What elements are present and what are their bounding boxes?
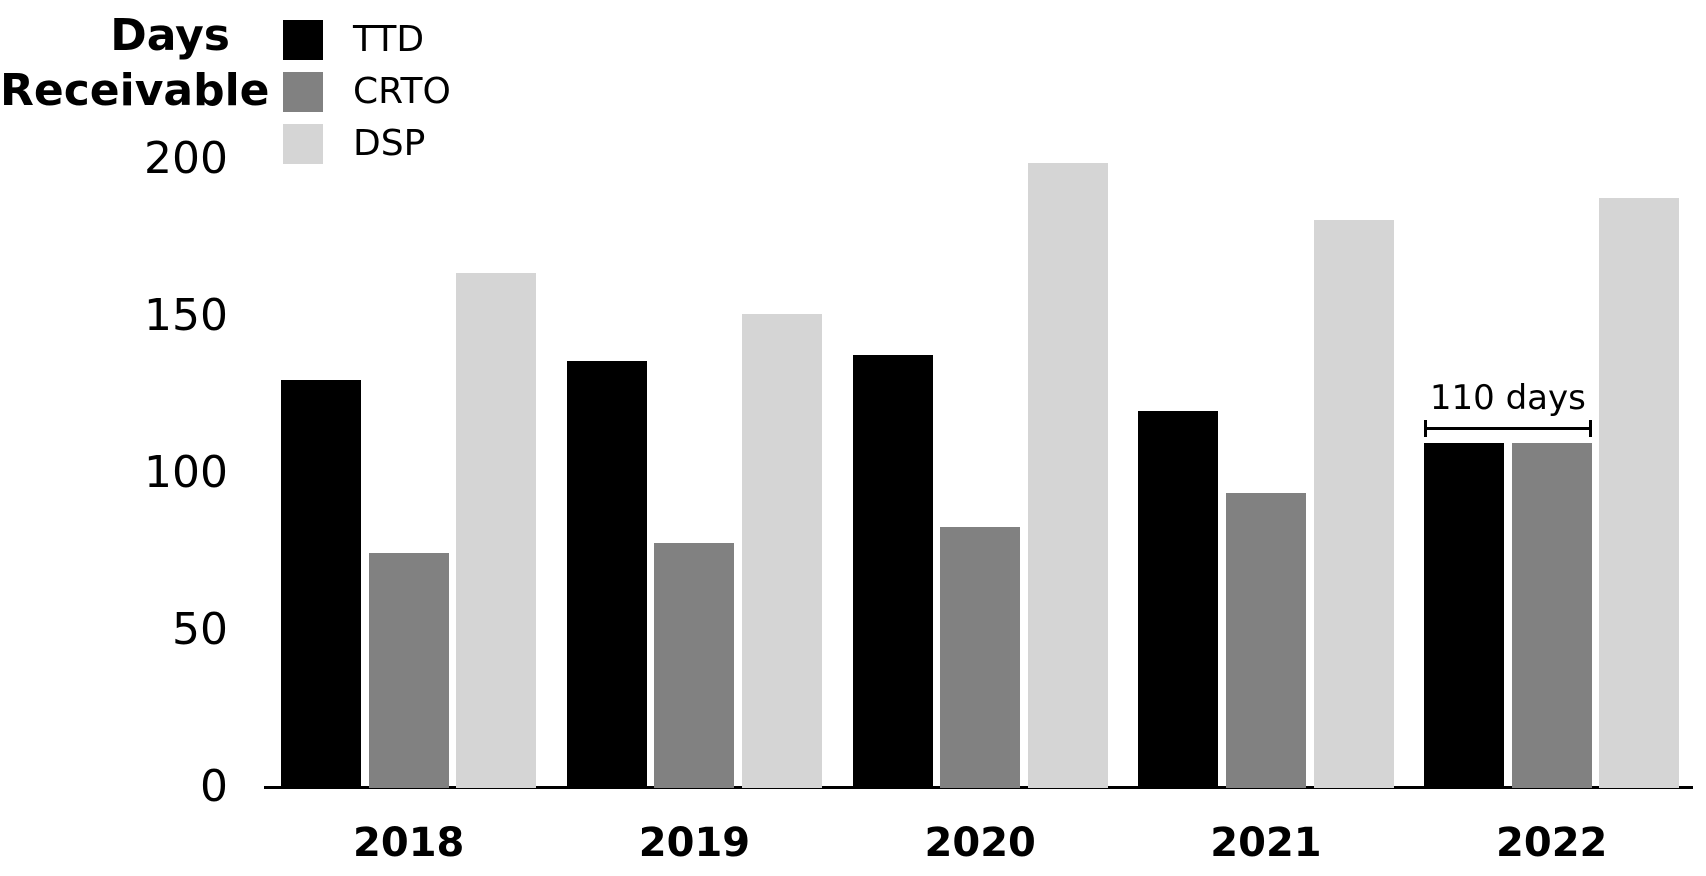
bar-dsp-2018 [456,273,537,788]
legend-item-crto: CRTO [283,72,451,112]
y-axis-title: Days Receivable [0,8,270,118]
bar-crto-2018 [368,552,449,788]
legend-swatch-dsp [283,124,323,164]
y-tick-label-200: 200 [144,133,228,185]
annotation-bracket-left-tick [1424,419,1427,437]
legend-swatch-ttd [283,20,323,60]
bar-dsp-2021 [1313,219,1394,788]
x-tick-label-2022: 2022 [1496,820,1608,866]
bar-ttd-2018 [281,379,361,788]
legend-swatch-crto [283,72,323,112]
y-axis-title-line-1: Days [110,10,230,61]
y-tick-label-50: 50 [172,604,228,656]
y-tick-label-100: 100 [144,447,228,499]
legend-label-crto: CRTO [353,71,451,112]
legend-item-ttd: TTD [283,20,424,60]
bar-dsp-2022 [1599,197,1680,788]
annotation-label: 110 days [1429,377,1586,418]
bar-ttd-2019 [566,360,647,788]
legend-label-dsp: DSP [353,123,426,164]
bar-crto-2021 [1225,492,1306,788]
x-tick-label-2019: 2019 [638,820,751,866]
bar-ttd-2022 [1424,442,1504,788]
bar-dsp-2020 [1027,163,1108,788]
x-tick-label-2020: 2020 [924,820,1036,866]
bar-ttd-2021 [1138,411,1219,788]
bar-crto-2022 [1511,442,1592,788]
legend-label-ttd: TTD [353,19,425,60]
bar-crto-2020 [940,527,1021,788]
y-tick-label-0: 0 [200,761,228,813]
bar-dsp-2019 [742,313,823,788]
x-tick-label-2021: 2021 [1210,820,1322,866]
legend-item-dsp: DSP [283,124,425,164]
x-tick-label-2018: 2018 [353,820,465,866]
annotation-bracket-right-tick [1588,419,1592,437]
y-tick-label-150: 150 [144,290,228,342]
annotation-bracket-line [1424,426,1592,430]
bar-crto-2019 [654,543,735,788]
bar-ttd-2020 [852,354,933,788]
y-axis-title-line-2: Receivable [0,65,270,116]
